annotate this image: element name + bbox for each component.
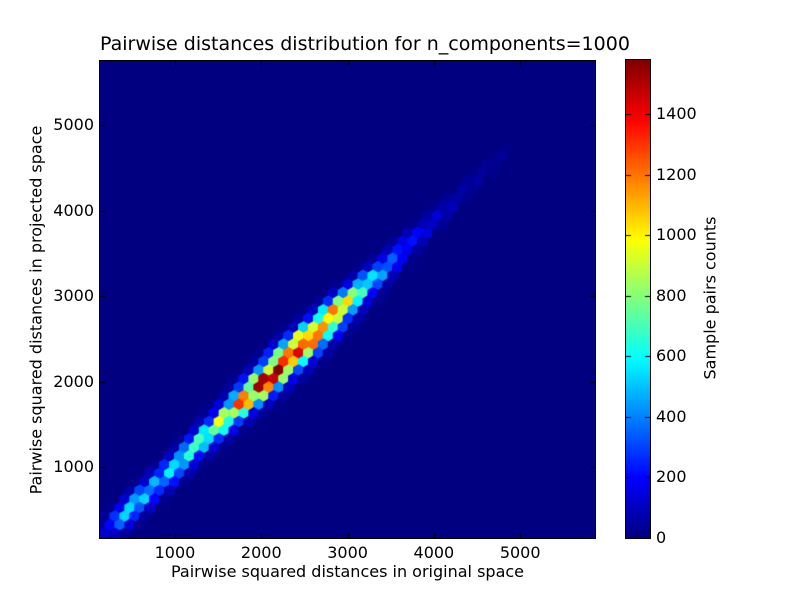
y-axis-label-text: Pairwise squared distances in projected … <box>26 125 46 495</box>
x-axis-label: Pairwise squared distances in original s… <box>170 562 525 581</box>
x-tick-label: 5000 <box>499 543 541 562</box>
colorbar-tick-label: 800 <box>656 285 687 305</box>
hexbin-plot-canvas <box>99 60 596 539</box>
colorbar-tick-label: 600 <box>656 346 687 366</box>
colorbar-tick-label: 400 <box>656 406 687 426</box>
x-tick-label: 3000 <box>327 543 368 562</box>
colorbar-tick-label: 1000 <box>656 225 697 245</box>
y-tick-label: 1000 <box>53 457 94 477</box>
y-tick-label: 4000 <box>53 200 94 220</box>
y-tick-label: 5000 <box>53 115 94 135</box>
x-tick-label: 2000 <box>240 543 282 562</box>
colorbar-label-text: Sample pairs counts <box>700 216 720 380</box>
chart-title: Pairwise distances distribution for n_co… <box>100 33 630 55</box>
colorbar-tick-label: 1200 <box>656 164 697 184</box>
colorbar-tick-label: 1400 <box>656 104 697 124</box>
colorbar-tick-label: 200 <box>656 467 687 487</box>
colorbar-tick-label: 0 <box>656 528 667 547</box>
colorbar <box>625 59 651 539</box>
x-tick-label: 1000 <box>154 543 196 562</box>
y-tick-label: 2000 <box>53 371 94 391</box>
y-tick-label: 3000 <box>53 286 94 306</box>
x-tick-label: 4000 <box>413 543 455 562</box>
